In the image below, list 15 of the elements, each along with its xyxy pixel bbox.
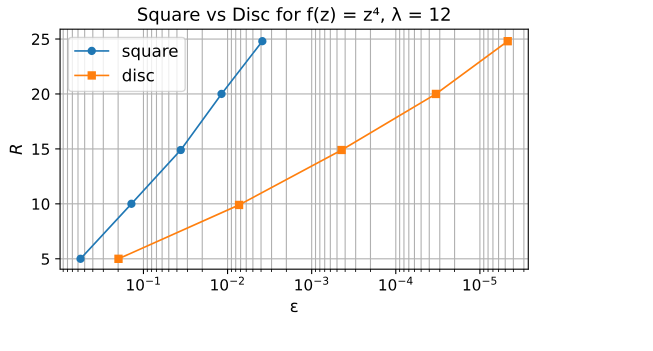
y-tick-label: 10 [32, 198, 50, 210]
legend-label: square [122, 47, 178, 60]
x-tick-label: 10$^{−5}$ [464, 276, 496, 291]
x-axis-title: ε [290, 302, 298, 312]
y-tick-label: 20 [32, 88, 50, 100]
y-axis-title: R [10, 144, 22, 155]
x-tick-label: 10$^{−2}$ [211, 276, 244, 291]
y-tick-label: 15 [32, 144, 50, 155]
x-tick-label: 10$^{−4}$ [380, 276, 413, 291]
x-tick-label: 10$^{−3}$ [295, 276, 328, 291]
legend-label: disc [122, 68, 154, 82]
y-tick-label: 5 [42, 253, 50, 265]
chart-title: Square vs Disc for f(z) = z⁴, λ = 12 [138, 7, 450, 25]
y-tick-label: 25 [32, 33, 50, 46]
x-tick-label: 10$^{−1}$ [127, 276, 160, 291]
